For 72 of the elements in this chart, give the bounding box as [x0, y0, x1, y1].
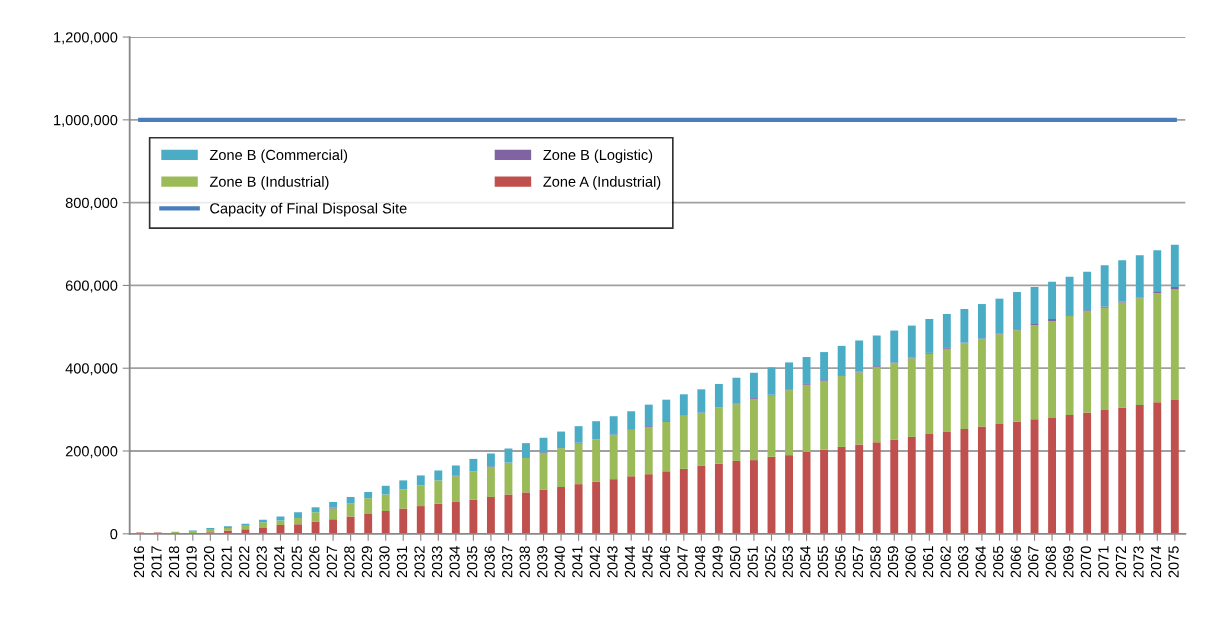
x-tick-label: 2016 — [133, 546, 145, 578]
x-tick-label: 2018 — [168, 546, 180, 578]
x-tick-label: 2040 — [554, 546, 565, 578]
x-tick-label: 2073 — [1133, 546, 1144, 578]
x-tick-label: 2058 — [870, 546, 881, 578]
x-tick-label: 2044 — [624, 546, 636, 578]
x-tick-label: 2069 — [1063, 546, 1074, 578]
legend-label: Zone B (Commercial) — [209, 149, 348, 163]
x-tick-label: 2039 — [537, 546, 548, 578]
x-tick-label: 2074 — [1150, 546, 1162, 578]
x-tick-label: 2026 — [309, 546, 320, 578]
x-tick-label: 2031 — [396, 546, 408, 578]
x-tick-label: 2027 — [326, 546, 338, 578]
x-tick-label: 2025 — [291, 546, 302, 578]
x-tick-label: 2042 — [589, 546, 601, 578]
x-tick-label: 2072 — [1115, 546, 1127, 578]
y-tick-label: 1,200,000 — [54, 32, 118, 45]
x-tick-label: 2017 — [151, 546, 162, 578]
y-tick-label: 600,000 — [65, 280, 118, 293]
x-tick-label: 2024 — [274, 546, 285, 578]
x-tick-label: 2045 — [642, 546, 653, 578]
x-tick-label: 2061 — [922, 546, 934, 578]
x-tick-label: 2048 — [694, 546, 706, 578]
x-tick-label: 2043 — [607, 546, 618, 578]
x-tick-label: 2021 — [221, 546, 232, 578]
x-tick-label: 2047 — [677, 546, 688, 578]
x-tick-label: 2054 — [800, 546, 811, 578]
x-tick-label: 2075 — [1168, 546, 1179, 578]
x-tick-label: 2060 — [905, 546, 916, 578]
x-tick-label: 2046 — [659, 546, 671, 578]
x-tick-label: 2055 — [817, 546, 829, 578]
y-tick-label: 0 — [110, 528, 118, 540]
x-tick-label: 2051 — [747, 546, 758, 578]
legend-label: Zone B (Industrial) — [209, 176, 329, 190]
x-tick-label: 2062 — [940, 546, 951, 578]
x-tick-label: 2049 — [712, 546, 723, 578]
x-tick-label: 2038 — [519, 546, 530, 578]
x-tick-label: 2019 — [186, 546, 197, 578]
x-tick-label: 2035 — [466, 546, 478, 578]
x-tick-label: 2020 — [203, 546, 215, 578]
x-tick-label: 2029 — [361, 546, 373, 578]
x-tick-label: 2059 — [887, 546, 899, 578]
x-tick-label: 2064 — [975, 546, 986, 578]
x-tick-label: 2052 — [765, 546, 776, 578]
x-tick-label: 2065 — [993, 546, 1004, 578]
x-tick-label: 2036 — [484, 546, 495, 578]
x-tick-label: 2022 — [239, 546, 250, 578]
x-tick-label: 2032 — [414, 546, 425, 578]
x-tick-label: 2070 — [1080, 546, 1092, 578]
x-tick-label: 2023 — [256, 546, 267, 578]
legend-label: Zone B (Logistic) — [543, 149, 653, 163]
x-tick-label: 2057 — [852, 546, 864, 578]
x-tick-label: 2028 — [344, 546, 355, 578]
x-tick-label: 2030 — [379, 546, 390, 578]
x-tick-label: 2056 — [835, 546, 846, 578]
x-tick-label: 2033 — [431, 546, 443, 578]
x-tick-label: 2053 — [782, 546, 793, 578]
x-tick-label: 2068 — [1045, 546, 1056, 578]
x-tick-label: 2066 — [1010, 546, 1021, 578]
y-tick-label: 800,000 — [65, 197, 118, 210]
x-tick-label: 2063 — [957, 546, 969, 578]
x-tick-label: 2041 — [572, 546, 583, 578]
y-tick-label: 200,000 — [65, 446, 118, 459]
x-tick-label: 2037 — [502, 546, 513, 578]
x-tick-label: 2050 — [730, 546, 741, 578]
legend-label: Zone A (Industrial) — [543, 176, 661, 190]
x-tick-label: 2034 — [449, 546, 460, 578]
legend-label: Capacity of Final Disposal Site — [210, 202, 407, 217]
x-tick-label: 2071 — [1098, 546, 1109, 578]
y-tick-label: 400,000 — [65, 363, 118, 376]
y-tick-label: 1,000,000 — [54, 114, 118, 127]
x-tick-label: 2067 — [1028, 546, 1039, 578]
